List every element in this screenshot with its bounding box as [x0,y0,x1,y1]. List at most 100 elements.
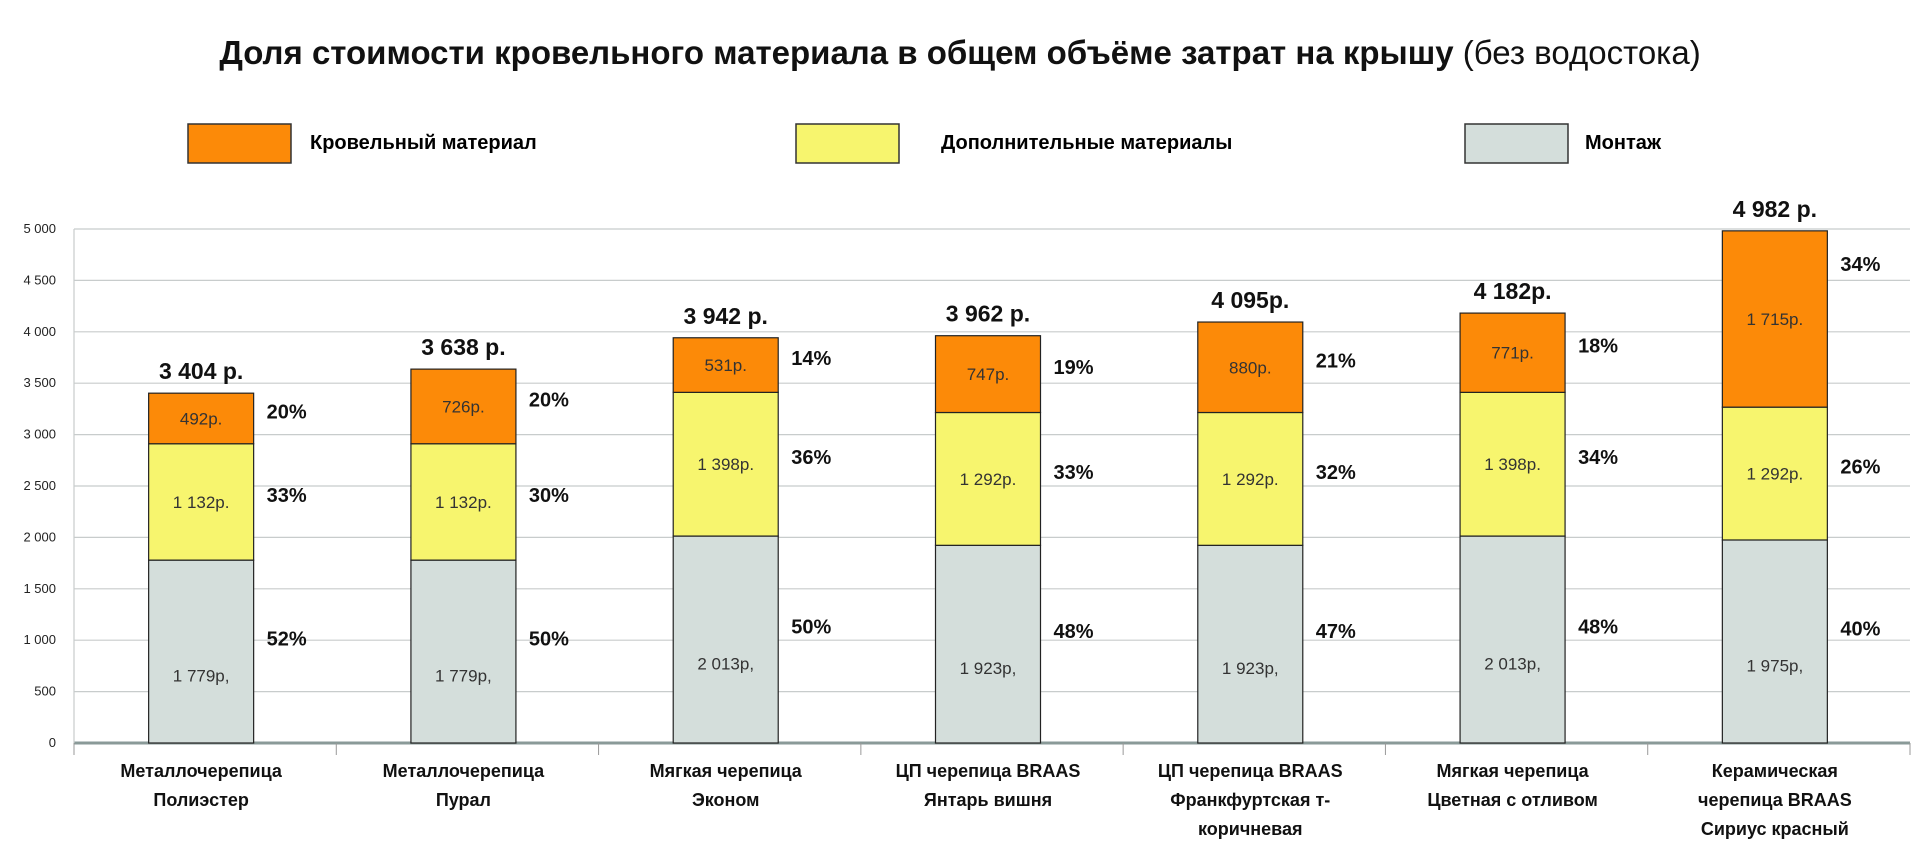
y-tick-label: 4 000 [23,324,56,339]
legend-swatch-2 [1464,123,1569,164]
segment-value-label: 1 292р. [960,470,1017,489]
segment-percent-label: 34% [1840,254,1880,276]
legend-label-2: Монтаж [1585,132,1662,154]
legend-swatch-0 [187,123,292,164]
segment-value-label: 2 013р, [1484,655,1541,674]
segment-percent-label: 50% [529,629,569,651]
segment-value-label: 1 779р, [435,667,492,686]
bar-segment-additional [410,443,517,561]
segment-percent-label: 36% [791,447,831,469]
bar-segment-roofing [148,392,255,445]
segment-percent-label: 14% [791,348,831,370]
bar-segment-montage [1721,539,1828,744]
chart-title-main: Доля стоимости кровельного материала в о… [219,34,1454,71]
bar-segment-montage [1197,544,1304,744]
y-tick-label: 500 [34,684,56,699]
bar-segment-montage [1459,535,1566,744]
segment-value-label: 880р. [1229,358,1272,377]
segment-value-label: 492р. [180,409,223,428]
segment-value-label: 1 923р, [960,659,1017,678]
x-category-label: ЦП черепица BRAAS [896,761,1081,781]
segment-value-label: 747р. [967,365,1010,384]
x-category-label: Франкфуртская т- [1170,790,1330,810]
segment-percent-label: 47% [1316,621,1356,643]
segment-percent-label: 26% [1840,457,1880,479]
x-category-label: Металлочерепица [383,761,545,781]
y-tick-label: 3 000 [23,427,56,442]
chart-title: Доля стоимости кровельного материала в о… [0,34,1920,72]
x-category-label: Металлочерепица [120,761,282,781]
segment-percent-label: 19% [1054,357,1094,379]
bar-total-label: 4 095р. [1211,287,1289,313]
bar-total-label: 3 638 р. [421,334,505,360]
bar-segment-roofing [672,337,779,393]
segment-percent-label: 33% [267,485,307,507]
x-category-label: Цветная с отливом [1427,790,1598,810]
x-category-label: черепица BRAAS [1698,790,1852,810]
y-tick-label: 2 000 [23,529,56,544]
x-category-label: ЦП черепица BRAAS [1158,761,1343,781]
x-category-label: Полиэстер [153,790,249,810]
segment-value-label: 1 715р. [1746,310,1803,329]
segment-percent-label: 30% [529,485,569,507]
segment-value-label: 1 923р, [1222,659,1279,678]
y-tick-label: 1 000 [23,632,56,647]
bar-total-label: 4 982 р. [1733,196,1817,222]
bar-segment-additional [1197,411,1304,546]
segment-percent-label: 48% [1054,621,1094,643]
bar-total-label: 3 962 р. [946,301,1030,327]
segment-value-label: 1 975р, [1746,656,1803,675]
x-category-label: Мягкая черепица [1436,761,1589,781]
bar-segment-additional [672,391,779,537]
legend-label-0: Кровельный материал [310,132,537,154]
x-category-label: Керамическая [1712,761,1838,781]
segment-percent-label: 50% [791,617,831,639]
bar-segment-montage [672,535,779,744]
chart-subtitle: (без водостока) [1462,34,1701,71]
bar-segment-additional [1721,406,1828,541]
segment-percent-label: 33% [1054,462,1094,484]
y-tick-label: 5 000 [23,221,56,236]
segment-percent-label: 40% [1840,618,1880,640]
x-category-label: Сириус красный [1701,819,1849,839]
bar-segment-roofing [410,368,517,445]
x-category-label: коричневая [1198,819,1303,839]
bar-segment-additional [148,443,255,561]
y-tick-label: 4 500 [23,272,56,287]
bar-total-label: 3 404 р. [159,358,243,384]
segment-percent-label: 20% [267,401,307,423]
bar-segment-roofing [1459,312,1566,393]
segment-value-label: 1 132р. [173,493,230,512]
legend-label-1: Дополнительные материалы [941,132,1232,154]
x-category-label: Мягкая черепица [650,761,803,781]
segment-percent-label: 48% [1578,617,1618,639]
segment-percent-label: 18% [1578,336,1618,358]
x-category-label: Янтарь вишня [924,790,1052,810]
segment-percent-label: 32% [1316,462,1356,484]
segment-value-label: 2 013р, [697,655,754,674]
x-category-label: Эконом [692,790,760,810]
bar-segment-additional [1459,391,1566,537]
bar-segment-additional [934,411,1042,546]
bar-total-label: 4 182р. [1474,278,1552,304]
segment-percent-label: 52% [267,629,307,651]
segment-value-label: 1 398р. [697,455,754,474]
y-tick-label: 1 500 [23,581,56,596]
segment-value-label: 1 779р, [173,667,230,686]
x-category-label: Пурал [436,790,491,810]
segment-value-label: 726р. [442,397,485,416]
segment-value-label: 1 132р. [435,493,492,512]
bar-segment-montage [934,544,1042,744]
segment-percent-label: 34% [1578,447,1618,469]
bar-segment-roofing [934,335,1042,414]
segment-value-label: 1 292р. [1222,470,1279,489]
legend-swatch-1 [795,123,900,164]
y-tick-label: 2 500 [23,478,56,493]
segment-percent-label: 20% [529,389,569,411]
bar-segment-montage [410,559,517,744]
segment-value-label: 1 398р. [1484,455,1541,474]
bar-segment-roofing [1197,321,1304,414]
bar-total-label: 3 942 р. [684,303,768,329]
segment-value-label: 531р. [704,356,747,375]
